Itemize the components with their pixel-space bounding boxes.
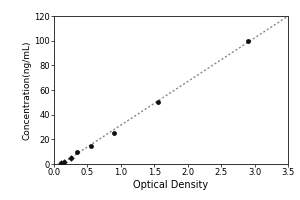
Y-axis label: Concentration(ng/mL): Concentration(ng/mL) xyxy=(22,40,31,140)
X-axis label: Optical Density: Optical Density xyxy=(134,180,208,190)
